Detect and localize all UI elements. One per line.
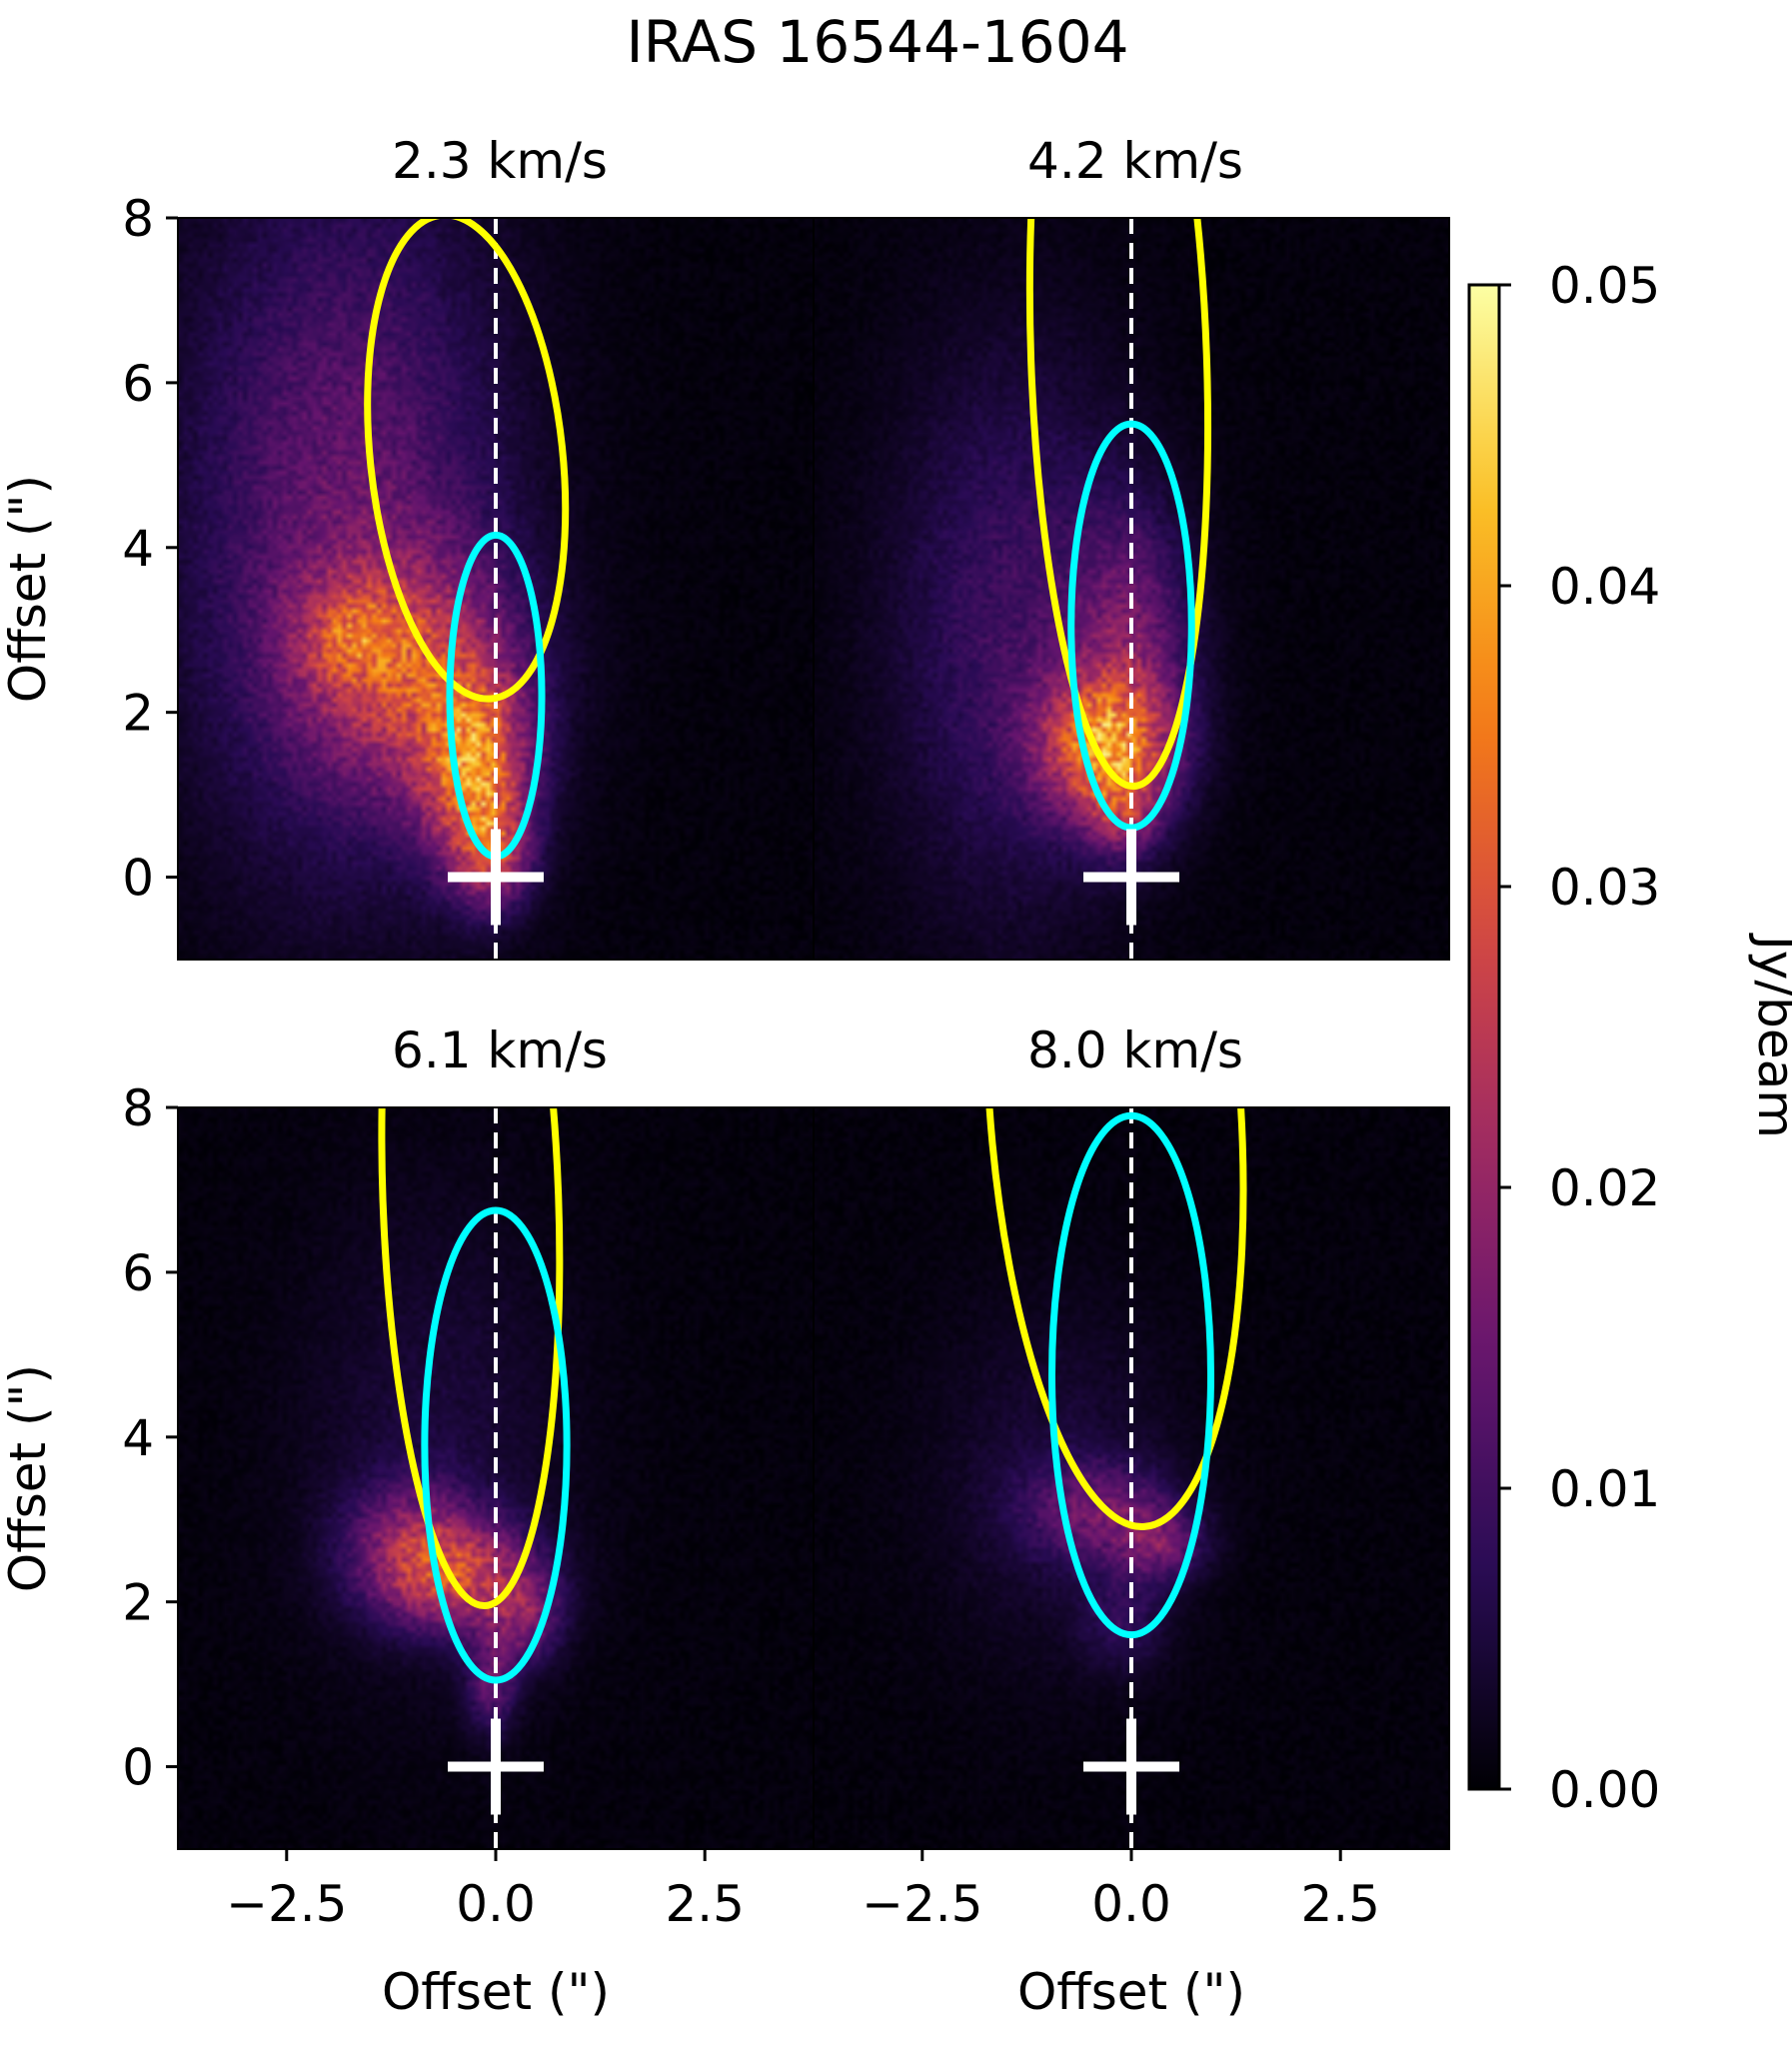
figure-title: IRAS 16544-1604 bbox=[626, 8, 1128, 76]
y-axis-label: Offset (") bbox=[0, 475, 57, 703]
y-axis-label: Offset (") bbox=[0, 1364, 57, 1592]
velocity-label: 2.3 km/s bbox=[392, 132, 608, 190]
y-tick-label: 8 bbox=[122, 1079, 154, 1137]
x-tick-label: −2.5 bbox=[226, 1875, 347, 1933]
x-tick-label: 0.0 bbox=[456, 1875, 536, 1933]
x-tick-label: 2.5 bbox=[665, 1875, 745, 1933]
yellow-ellipse bbox=[364, 218, 570, 703]
x-axis-label: Offset (") bbox=[1017, 1963, 1245, 2021]
colorbar-label: Jy/beam bbox=[1747, 933, 1792, 1138]
velocity-label: 6.1 km/s bbox=[392, 1022, 608, 1079]
y-tick-label: 6 bbox=[122, 355, 154, 413]
yellow-ellipse bbox=[378, 1107, 564, 1610]
colorbar-gradient bbox=[1467, 283, 1501, 1791]
y-tick-label: 0 bbox=[122, 850, 154, 908]
colorbar-tick-label: 0.04 bbox=[1549, 558, 1660, 616]
y-tick-label: 4 bbox=[122, 1409, 154, 1467]
y-tick-label: 0 bbox=[122, 1739, 154, 1797]
colorbar-tick-label: 0.02 bbox=[1549, 1159, 1660, 1217]
panel-overlays bbox=[1025, 218, 1212, 960]
velocity-label: 8.0 km/s bbox=[1027, 1022, 1243, 1079]
yellow-ellipse bbox=[1025, 218, 1212, 791]
panel-grid: 2.3 km/s 0 2 4 6 8 Offset (") 4.2 km/s 6.1 km/s 0… bbox=[0, 132, 1450, 2021]
source-marker-cross bbox=[1083, 829, 1179, 926]
source-marker-cross bbox=[1083, 1718, 1179, 1815]
panel-frame bbox=[813, 217, 1450, 961]
x-tick-label: 0.0 bbox=[1091, 1875, 1171, 1933]
colorbar-tick-label: 0.05 bbox=[1549, 257, 1660, 315]
colorbar: 0.00 0.01 0.02 0.03 0.04 0.05 Jy/beam bbox=[1467, 257, 1792, 1819]
source-marker-cross bbox=[448, 1718, 544, 1815]
cyan-ellipse bbox=[1048, 1111, 1214, 1639]
panel-4: 8.0 km/s −2.5 0.0 2.5 Offset (") bbox=[813, 1022, 1450, 2021]
panel-2: 4.2 km/s bbox=[813, 132, 1450, 961]
colorbar-tick-label: 0.03 bbox=[1549, 859, 1660, 917]
y-tick-label: 4 bbox=[122, 520, 154, 578]
y-tick-label: 6 bbox=[122, 1244, 154, 1302]
y-tick-label: 2 bbox=[122, 1574, 154, 1632]
panel-3: 6.1 km/s 0 2 4 6 8 Offset (") −2.5 0.0 2.5 Offset … bbox=[0, 1022, 815, 2021]
y-tick-label: 2 bbox=[122, 685, 154, 743]
colorbar-tick-label: 0.01 bbox=[1549, 1460, 1660, 1518]
y-tick-label: 8 bbox=[122, 190, 154, 248]
panel-1: 2.3 km/s 0 2 4 6 8 Offset (") bbox=[0, 132, 815, 961]
x-axis-label: Offset (") bbox=[382, 1963, 610, 2021]
x-tick-label: −2.5 bbox=[862, 1875, 982, 1933]
colorbar-tick-label: 0.00 bbox=[1549, 1761, 1660, 1819]
cyan-ellipse bbox=[421, 1206, 571, 1684]
cyan-ellipse bbox=[1067, 420, 1195, 832]
x-tick-label: 2.5 bbox=[1300, 1875, 1380, 1933]
panel-overlays bbox=[378, 1107, 571, 1849]
source-marker-cross bbox=[448, 829, 544, 926]
panel-overlays bbox=[364, 218, 570, 960]
velocity-label: 4.2 km/s bbox=[1027, 132, 1243, 190]
